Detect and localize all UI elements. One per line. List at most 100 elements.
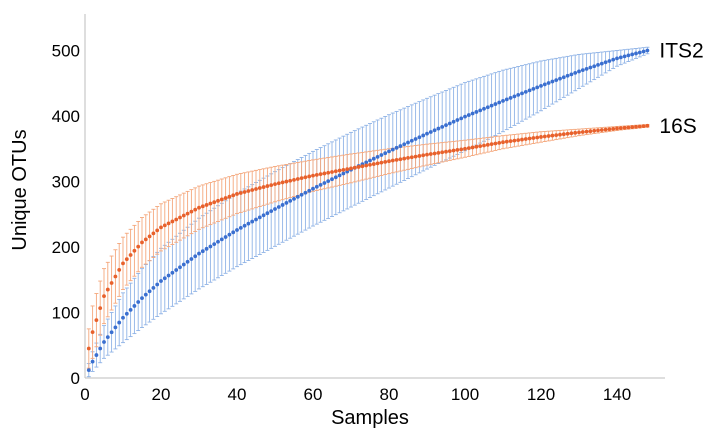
data-point-its2 <box>485 105 490 110</box>
data-point-its2 <box>501 99 505 103</box>
data-point-16s <box>299 176 304 181</box>
data-point-its2 <box>371 156 376 161</box>
data-point-16s <box>379 160 384 165</box>
data-point-16s <box>516 138 521 143</box>
data-point-16s <box>273 182 277 187</box>
data-point-16s <box>569 131 574 136</box>
data-point-16s <box>626 125 631 130</box>
data-point-its2 <box>398 144 403 148</box>
data-point-its2 <box>143 292 148 297</box>
data-point-its2 <box>109 330 114 335</box>
data-point-16s <box>558 132 562 137</box>
data-point-16s <box>181 213 186 218</box>
data-point-its2 <box>379 153 384 157</box>
tick-labels: 0 20 40 60 80 100 120 140 0 100 200 300 400 500 <box>52 42 632 405</box>
data-point-16s <box>94 318 99 323</box>
data-point-its2 <box>219 237 224 242</box>
data-point-16s <box>413 154 418 159</box>
data-point-16s <box>345 167 350 172</box>
data-point-16s <box>428 152 433 156</box>
data-point-16s <box>86 346 91 351</box>
data-point-its2 <box>417 135 422 140</box>
data-point-its2 <box>641 49 646 54</box>
data-point-16s <box>360 164 365 169</box>
data-point-16s <box>622 125 627 130</box>
data-point-16s <box>288 178 293 183</box>
data-point-16s <box>425 152 429 157</box>
data-point-16s <box>166 221 171 226</box>
data-point-its2 <box>455 118 460 122</box>
data-point-its2 <box>390 147 395 152</box>
data-point-16s <box>212 200 217 205</box>
data-point-its2 <box>326 179 331 184</box>
data-point-16s <box>265 184 270 188</box>
data-point-its2 <box>569 72 574 77</box>
data-points <box>86 48 650 373</box>
data-point-its2 <box>227 232 232 237</box>
y-tick-label: 500 <box>52 42 80 61</box>
data-point-16s <box>607 127 612 132</box>
data-point-16s <box>432 151 437 156</box>
data-point-16s <box>250 188 255 192</box>
data-point-its2 <box>637 50 642 55</box>
data-point-16s <box>292 177 296 182</box>
data-point-16s <box>596 128 600 133</box>
data-point-its2 <box>421 133 426 138</box>
data-point-16s <box>421 153 426 158</box>
data-point-16s <box>618 126 623 131</box>
data-point-its2 <box>212 242 217 247</box>
data-point-16s <box>314 172 319 177</box>
data-point-16s <box>580 130 585 134</box>
data-point-16s <box>102 294 106 299</box>
data-point-16s <box>584 129 589 134</box>
data-point-its2 <box>482 106 486 111</box>
data-point-its2 <box>440 124 445 129</box>
data-point-its2 <box>193 254 198 259</box>
data-point-16s <box>493 141 498 146</box>
axes <box>84 14 665 379</box>
data-point-16s <box>311 173 315 178</box>
x-tick-label: 100 <box>451 385 479 404</box>
data-point-its2 <box>250 219 255 224</box>
data-point-its2 <box>546 81 551 85</box>
data-point-16s <box>341 167 346 172</box>
data-point-16s <box>257 186 262 190</box>
data-point-its2 <box>375 154 380 159</box>
data-point-its2 <box>539 83 543 88</box>
data-point-its2 <box>493 102 498 106</box>
data-point-its2 <box>235 228 239 232</box>
data-point-its2 <box>341 171 346 176</box>
data-point-16s <box>193 207 198 212</box>
data-point-16s <box>90 330 95 335</box>
data-point-16s <box>383 160 388 164</box>
data-point-16s <box>409 155 414 160</box>
data-point-its2 <box>159 279 163 283</box>
data-point-16s <box>204 203 209 207</box>
x-tick-label: 140 <box>603 385 631 404</box>
data-point-16s <box>303 175 308 180</box>
data-point-16s <box>577 130 581 135</box>
data-point-16s <box>295 177 300 181</box>
data-point-16s <box>223 196 228 200</box>
data-point-its2 <box>436 126 441 131</box>
data-point-its2 <box>573 71 578 75</box>
data-point-16s <box>337 168 342 173</box>
data-point-its2 <box>314 184 319 189</box>
data-point-16s <box>474 144 479 149</box>
data-point-its2 <box>337 173 342 178</box>
data-point-its2 <box>428 130 433 134</box>
data-point-16s <box>318 172 323 177</box>
data-point-16s <box>185 211 190 216</box>
data-point-16s <box>470 145 475 150</box>
data-point-its2 <box>124 311 129 316</box>
data-point-16s <box>238 191 243 195</box>
data-point-16s <box>151 231 156 236</box>
data-point-its2 <box>409 138 414 143</box>
data-point-16s <box>307 174 312 179</box>
data-point-its2 <box>618 55 623 60</box>
data-point-its2 <box>550 79 555 84</box>
data-point-its2 <box>527 88 532 93</box>
data-point-16s <box>219 197 224 202</box>
y-tick-label: 0 <box>71 369 80 388</box>
data-point-16s <box>356 165 361 169</box>
